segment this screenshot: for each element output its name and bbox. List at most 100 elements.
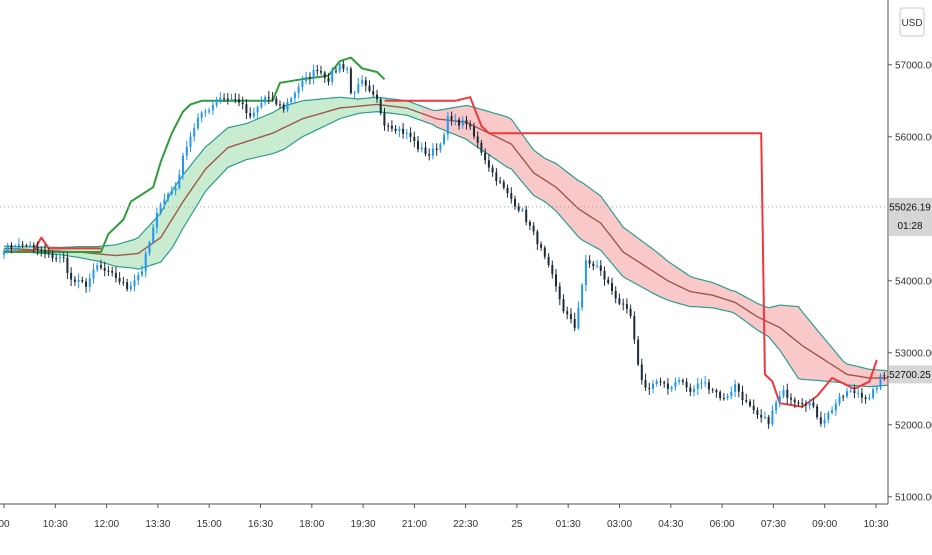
x-tick-label: 25 bbox=[511, 519, 523, 530]
candle-body bbox=[293, 92, 296, 99]
candle-body bbox=[144, 253, 147, 272]
crosshair-label-box bbox=[889, 197, 932, 236]
candle-body bbox=[693, 388, 695, 392]
candle-body bbox=[152, 227, 155, 243]
candle-body bbox=[51, 253, 54, 259]
x-tick-label: 01:30 bbox=[556, 519, 581, 530]
candle-body bbox=[540, 244, 543, 248]
candle-body bbox=[458, 119, 460, 126]
candle-body bbox=[476, 136, 479, 143]
candle-body bbox=[663, 382, 666, 384]
candle-body bbox=[226, 98, 229, 100]
last-price-label: 52700.25 bbox=[889, 365, 932, 384]
candle-body bbox=[480, 142, 483, 153]
candle-body bbox=[584, 260, 587, 285]
candle-body bbox=[271, 98, 274, 100]
candle-body bbox=[801, 403, 804, 405]
candle-body bbox=[868, 397, 871, 399]
candle-body bbox=[831, 410, 833, 413]
candle-body bbox=[879, 375, 882, 388]
candle-body bbox=[741, 391, 744, 400]
candle-body bbox=[346, 68, 349, 70]
candle-body bbox=[349, 68, 352, 93]
crosshair-price: 55026.19 bbox=[889, 202, 931, 213]
candle-body bbox=[562, 299, 565, 312]
x-tick-label: 04:30 bbox=[658, 519, 683, 530]
candle-body bbox=[734, 384, 737, 392]
candle-body bbox=[752, 405, 755, 411]
candle-body bbox=[696, 383, 699, 389]
candle-body bbox=[644, 379, 647, 388]
candle-body bbox=[428, 154, 431, 156]
candle-body bbox=[614, 290, 617, 299]
candle-body bbox=[875, 387, 878, 390]
candle-body bbox=[689, 387, 692, 392]
candle-body bbox=[517, 206, 520, 211]
candle-body bbox=[58, 257, 61, 259]
price-axis[interactable]: 57000.00 56000.00 54000.00 53000.00 52000.00… bbox=[888, 60, 932, 503]
candle-body bbox=[633, 315, 636, 340]
candle-body bbox=[353, 92, 356, 94]
candle-body bbox=[782, 389, 785, 397]
candle-body bbox=[707, 382, 710, 390]
candle-body bbox=[566, 311, 569, 315]
candle-body bbox=[763, 417, 766, 418]
candle-body bbox=[502, 181, 505, 188]
candle-body bbox=[678, 380, 681, 382]
candle-body bbox=[555, 274, 557, 287]
candle-body bbox=[290, 98, 293, 103]
candle-body bbox=[126, 282, 129, 290]
candle-body bbox=[204, 111, 207, 113]
candle-body bbox=[793, 399, 796, 403]
candle-body bbox=[6, 245, 9, 252]
x-tick-label: 06:00 bbox=[710, 519, 735, 530]
candle-body bbox=[666, 383, 669, 389]
candle-body bbox=[62, 257, 65, 258]
x-tick-label: 09:00 bbox=[812, 519, 837, 530]
candle-body bbox=[245, 104, 248, 114]
candle-body bbox=[547, 256, 550, 265]
candle-body bbox=[189, 136, 192, 147]
candle-body bbox=[715, 390, 718, 393]
candle-body bbox=[103, 267, 106, 271]
time-axis[interactable]: 00 10:30 12:00 13:30 15:00 16:30 18:00 19:30 21:… bbox=[0, 504, 889, 530]
candle-body bbox=[827, 412, 830, 420]
candle-body bbox=[357, 83, 360, 93]
candle-body bbox=[267, 97, 270, 99]
candle-body bbox=[722, 397, 725, 399]
x-tick-label: 18:00 bbox=[299, 519, 324, 530]
candle-body bbox=[182, 155, 184, 175]
x-tick-label: 19:30 bbox=[351, 519, 376, 530]
candle-body bbox=[778, 396, 781, 403]
x-tick-label: 00 bbox=[0, 519, 10, 530]
candle-body bbox=[122, 281, 125, 283]
candle-body bbox=[405, 132, 408, 134]
crosshair-countdown: 01:28 bbox=[897, 221, 922, 232]
candle-body bbox=[439, 144, 442, 151]
band-upper-line bbox=[3, 96, 889, 372]
candle-body bbox=[159, 204, 162, 213]
candle-body bbox=[279, 104, 281, 106]
candle-body bbox=[379, 99, 382, 113]
candle-body bbox=[316, 69, 319, 72]
candle-body bbox=[581, 285, 584, 308]
candle-body bbox=[17, 244, 20, 249]
band-lower-line bbox=[3, 110, 889, 388]
candle-body bbox=[521, 209, 524, 211]
candle-body bbox=[32, 245, 35, 247]
currency-button[interactable]: USD bbox=[899, 7, 925, 37]
candle-body bbox=[745, 400, 748, 402]
candle-body bbox=[648, 387, 651, 389]
candle-body bbox=[618, 298, 621, 304]
candle-body bbox=[174, 187, 177, 191]
candle-body bbox=[364, 80, 367, 86]
candle-body bbox=[730, 391, 733, 397]
candle-body bbox=[637, 339, 640, 365]
candle-body bbox=[857, 392, 860, 394]
candle-body bbox=[838, 396, 841, 404]
candle-body bbox=[114, 272, 117, 279]
candle-body bbox=[760, 414, 763, 418]
candle-body bbox=[170, 190, 173, 194]
